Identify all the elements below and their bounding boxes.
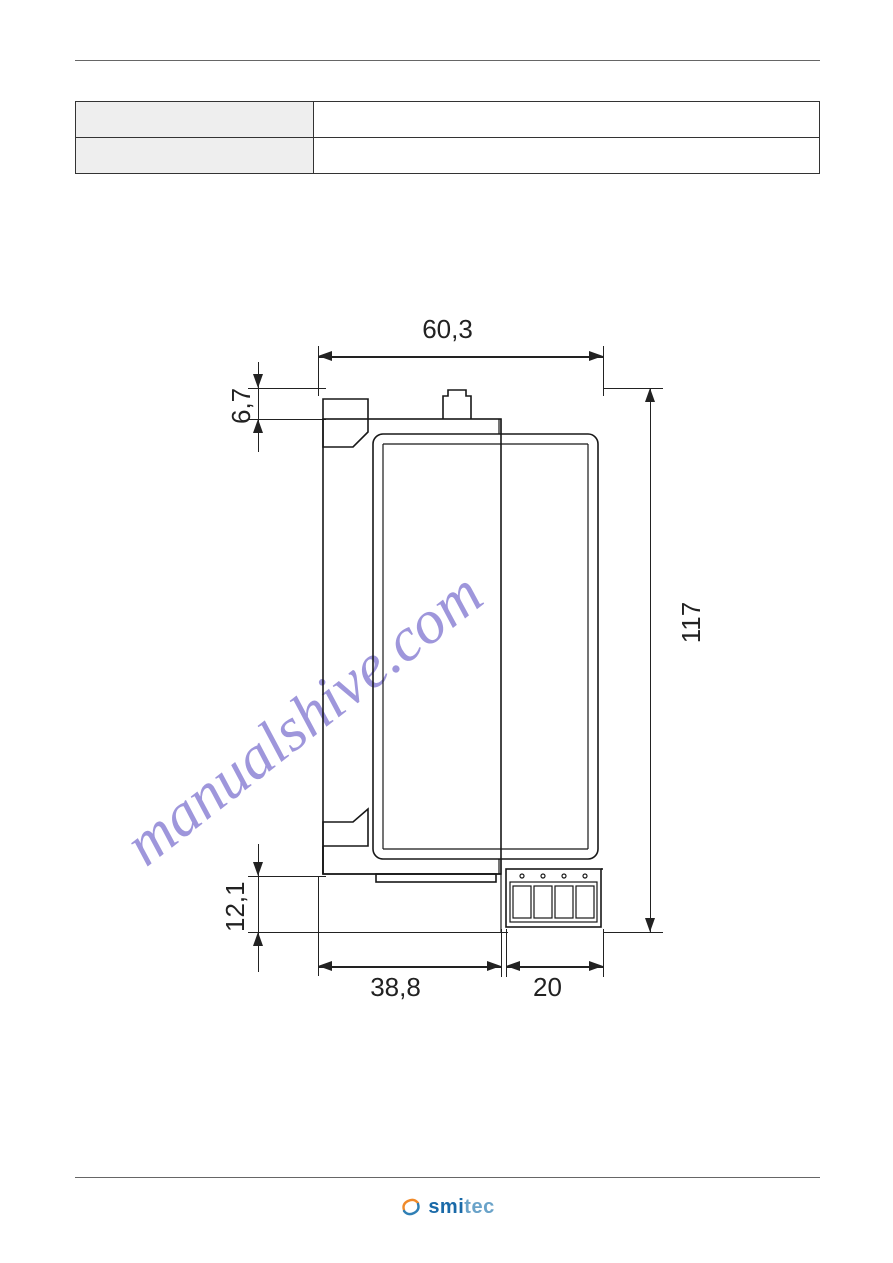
- table-value-cell: [314, 102, 820, 138]
- footer-rule: [75, 1177, 820, 1178]
- header-rule: [75, 60, 820, 61]
- dimension-diagram: manualshive.com 60,3 117 6,7 12,1 38,8: [148, 314, 748, 1034]
- device-outline: [148, 314, 748, 1034]
- spec-table: [75, 101, 820, 174]
- page-footer: smitec: [75, 1177, 820, 1224]
- page-content: manualshive.com 60,3 117 6,7 12,1 38,8: [75, 60, 820, 1034]
- footer-logo: smitec: [75, 1196, 820, 1224]
- table-label-cell: [76, 138, 314, 174]
- table-row: [76, 102, 820, 138]
- table-row: [76, 138, 820, 174]
- table-value-cell: [314, 138, 820, 174]
- logo-text: smitec: [428, 1196, 494, 1219]
- logo-swirl-icon: [400, 1196, 422, 1218]
- table-label-cell: [76, 102, 314, 138]
